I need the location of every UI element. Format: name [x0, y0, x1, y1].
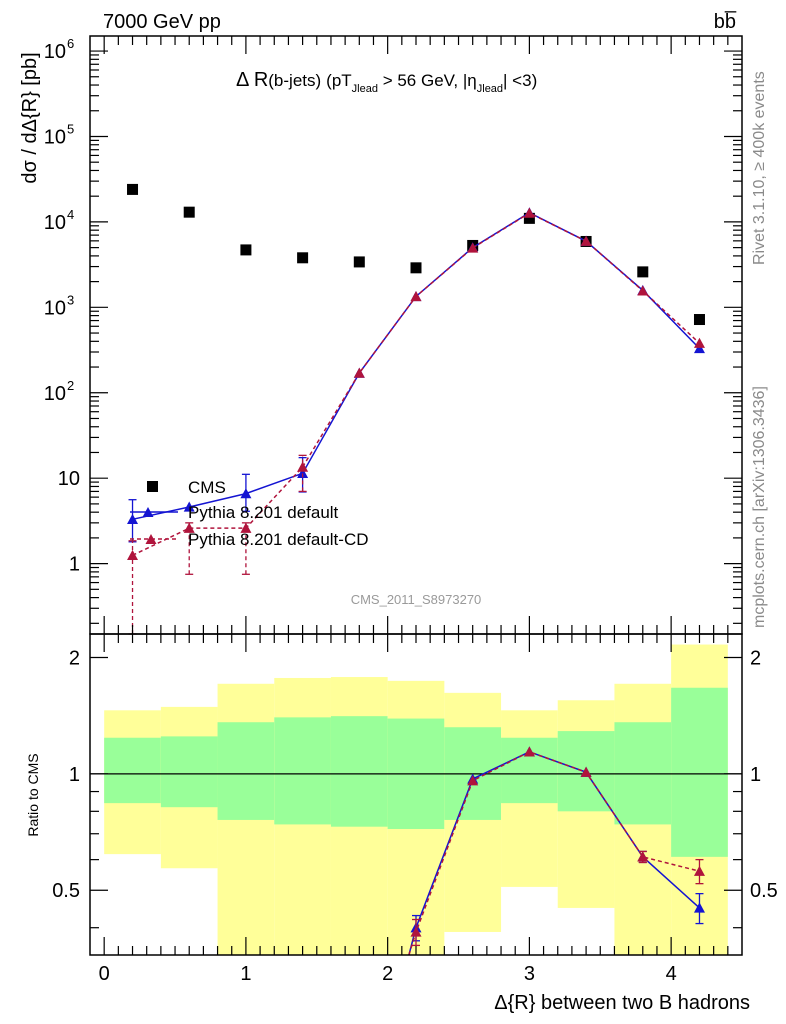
plot-title-jets: (b-jets) — [268, 71, 321, 90]
plot-title-cut: > 56 GeV, |η — [378, 71, 477, 90]
plot-title-symbol: Δ R — [236, 69, 268, 91]
ratio-y-tick-label-right: 0.5 — [750, 880, 778, 902]
ratio-inner-band-bin — [274, 717, 331, 825]
legend-cms-marker — [147, 481, 158, 492]
rivet-version-label: Rivet 3.1.10, ≥ 400k events — [751, 71, 768, 265]
main-y-tick-label: 1 — [69, 554, 80, 576]
x-tick-label: 3 — [524, 963, 535, 985]
pythia-8-201-default-cd-ratio-point — [523, 746, 535, 757]
main-y-tick-label: 10 — [58, 468, 80, 490]
x-tick-label: 0 — [99, 963, 110, 985]
plot-title-end: | <3) — [503, 71, 537, 90]
pythia-8-201-default-cd-point — [353, 367, 365, 378]
legend: CMS Pythia 8.201 default Pythia 8.201 de… — [130, 478, 369, 549]
cms-point — [693, 314, 705, 326]
pythia-8-201-default-cd-ratio-point — [410, 926, 422, 937]
pythia-8-201-default-cd-point — [297, 461, 309, 472]
ratio-inner-band-bin — [217, 722, 275, 820]
cms-point — [523, 212, 535, 224]
pythia-8-201-default-ratio-point — [693, 902, 705, 913]
pythia-8-201-default-cd-point — [183, 522, 195, 533]
ratio-y-tick-label-right: 2 — [750, 647, 761, 669]
analysis-watermark: CMS_2011_S8973270 — [351, 592, 482, 607]
pythia-8-201-default-cd-point — [693, 337, 705, 348]
pythia-8-201-default-cd-ratio-point — [580, 766, 592, 777]
pythia-8-201-default-point — [297, 467, 309, 478]
ratio-y-axis-label: Ratio to CMS — [25, 753, 41, 836]
main-y-tick-label: 10 — [44, 41, 66, 63]
legend-pythia-cd-label: Pythia 8.201 default-CD — [188, 530, 369, 549]
plot-title-eta-sub: Jlead — [477, 83, 503, 95]
cms-point — [410, 262, 422, 274]
pythia-8-201-default-point — [693, 342, 705, 354]
x-tick-label: 2 — [382, 963, 393, 985]
plot-title: Δ R(b-jets) (pTJlead > 56 GeV, |ηJlead| <… — [236, 69, 537, 95]
mcplots-label: mcplots.cern.ch [arXiv:1306.3436] — [751, 386, 768, 628]
main-y-tick-label: 10 — [44, 126, 66, 148]
pythia-8-201-default-cd-ratio-point — [467, 775, 479, 786]
ratio-inner-band-bin — [671, 687, 728, 857]
ratio-panel-data — [408, 746, 705, 956]
main-y-tick-label: 10 — [44, 212, 66, 234]
header-process: bb̅ — [714, 10, 737, 33]
ratio-y-tick-label-right: 1 — [750, 764, 761, 786]
plot-title-pt: (pT — [326, 71, 352, 90]
pythia-8-201-default-cd-point — [523, 207, 535, 218]
header-energy: 7000 GeV pp — [103, 11, 221, 33]
x-tick-label: 4 — [666, 963, 677, 985]
pythia-8-201-default-cd-point — [410, 290, 422, 302]
ratio-y-tick-label: 1 — [69, 764, 80, 786]
pythia-8-201-default-cd-point — [637, 285, 649, 296]
plot-title-pt-sub: Jlead — [352, 83, 378, 95]
main-y-tick-exponent: 5 — [67, 121, 74, 136]
cms-point — [127, 183, 139, 195]
ratio-panel-frame — [89, 633, 743, 956]
pythia-8-201-default-cd-ratio-point — [693, 865, 705, 876]
legend-cms-label: CMS — [188, 478, 226, 497]
x-axis-label: Δ{R} between two B hadrons — [494, 992, 750, 1014]
cms-point — [637, 266, 649, 278]
ratio-inner-band-bin — [330, 716, 388, 827]
pythia-8-201-default-point — [183, 501, 195, 512]
main-y-tick-label: 10 — [44, 297, 66, 319]
pythia-8-201-default-point — [240, 488, 252, 499]
main-y-tick-exponent: 4 — [67, 207, 74, 222]
legend-pythia-default-label: Pythia 8.201 default — [188, 503, 339, 522]
ratio-inner-band-bin — [160, 736, 218, 808]
main-y-tick-exponent: 6 — [67, 36, 74, 51]
main-y-tick-exponent: 2 — [67, 378, 74, 393]
pythia-8-201-default-cd-point — [467, 242, 479, 253]
main-y-axis-label: dσ / dΔ{R} [pb] — [19, 52, 41, 183]
ratio-uncertainty-bands — [104, 644, 728, 955]
pythia-8-201-default-line — [132, 211, 701, 521]
legend-pythia-cd-marker — [145, 534, 157, 544]
cms-point — [240, 244, 252, 256]
cms-point — [353, 256, 365, 268]
legend-pythia-default-marker — [142, 507, 154, 517]
ratio-y-tick-label: 0.5 — [52, 880, 80, 902]
pythia-8-201-default-cd-ratio-point — [637, 851, 649, 862]
pythia-8-201-default-point — [127, 513, 139, 524]
pythia-8-201-default-cd-point — [240, 522, 252, 533]
cms-point — [297, 252, 309, 264]
ratio-inner-band-bin — [104, 737, 161, 804]
ratio-y-tick-label: 2 — [69, 647, 80, 669]
pythia-8-201-default-cd-point — [580, 235, 592, 246]
main-panel-data — [127, 183, 705, 635]
x-tick-label: 1 — [240, 963, 251, 985]
main-y-tick-exponent: 3 — [67, 292, 74, 307]
cms-point — [183, 206, 195, 218]
main-y-tick-label: 10 — [44, 383, 66, 405]
pythia-8-201-default-cd-point — [127, 549, 139, 561]
